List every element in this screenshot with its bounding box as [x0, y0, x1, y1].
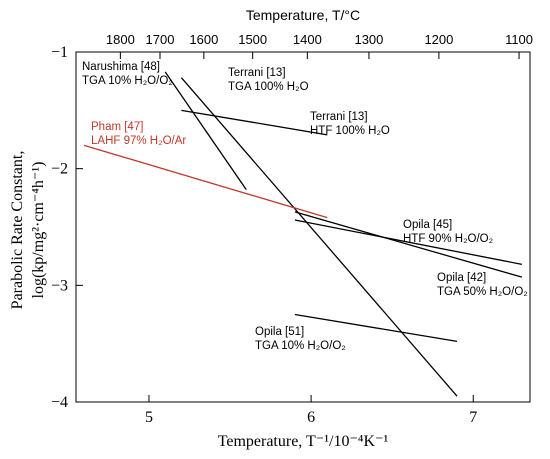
- series-label: Terrani [13]: [228, 67, 286, 79]
- series-line: [294, 219, 523, 265]
- series-label: HTF 90% H₂O/O₂: [403, 233, 493, 245]
- y-tick-label: −3: [51, 277, 68, 294]
- x-axis-title: Temperature, T⁻¹/10⁻⁴K⁻¹: [218, 433, 389, 450]
- series-label: Opila [42]: [437, 272, 486, 284]
- series-label: LAHF 97% H₂O/Ar: [91, 135, 186, 147]
- series-label: TGA 10% H₂O/O₂: [255, 340, 346, 352]
- plot-frame: [75, 51, 531, 403]
- top-tick-label: 1700: [146, 32, 175, 47]
- series-label: TGA 10% H₂O/O₂: [82, 75, 173, 87]
- x-tick-label: 5: [145, 409, 153, 426]
- top-tick-label: 1800: [106, 32, 135, 47]
- series-line: [83, 144, 328, 219]
- x-tick-label: 6: [307, 409, 315, 426]
- y-tick-label: −2: [51, 161, 68, 178]
- top-tick-label: 1500: [238, 32, 267, 47]
- top-tick-label: 1400: [293, 32, 322, 47]
- y-axis-title-line2: log(kp/mg²·cm⁻⁴h⁻¹): [30, 162, 47, 299]
- series-label: Opila [51]: [255, 326, 304, 338]
- top-tick-label: 1600: [189, 32, 218, 47]
- y-axis-title-line1: Parabolic Rate Constant,: [9, 151, 26, 310]
- series-line: [181, 109, 328, 136]
- series-line: [164, 71, 247, 191]
- series-label: Opila [45]: [403, 219, 452, 231]
- series-label: HTF 100% H₂O: [310, 125, 390, 137]
- top-axis-title: Temperature, T/°C: [246, 7, 360, 23]
- series-line: [294, 313, 458, 342]
- series-line: [180, 77, 458, 397]
- y-tick-label: −1: [51, 44, 68, 61]
- top-tick-label: 1100: [505, 32, 533, 47]
- series-line: [294, 211, 523, 278]
- y-tick-label: −4: [51, 394, 68, 411]
- series-label: TGA 50% H₂O/O₂: [437, 286, 528, 298]
- series-label: Terrani [13]: [310, 111, 368, 123]
- series-label: Narushima [48]: [82, 61, 160, 73]
- x-tick-label: 7: [469, 409, 477, 426]
- top-tick-label: 1200: [424, 32, 453, 47]
- series-label: Pham [47]: [91, 121, 143, 133]
- top-tick-label: 1300: [354, 32, 383, 47]
- series-label: TGA 100% H₂O: [228, 81, 309, 93]
